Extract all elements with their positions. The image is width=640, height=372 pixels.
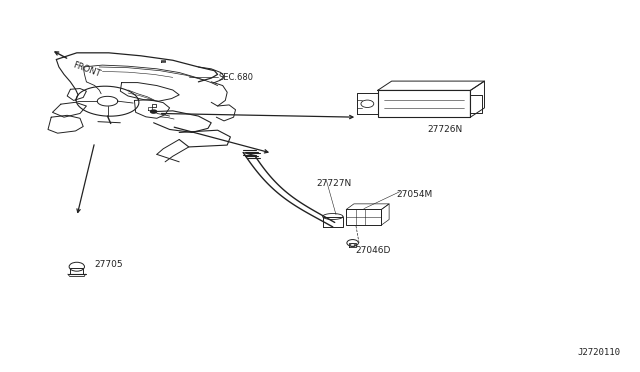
Text: J2720110: J2720110 [578,348,621,357]
Circle shape [150,109,157,114]
Text: 27727N: 27727N [317,179,352,187]
Text: 27054M: 27054M [397,190,433,199]
Text: 27046D: 27046D [355,246,390,254]
Text: 27705: 27705 [95,260,124,269]
Text: SEC.680: SEC.680 [219,73,254,81]
Text: 27726N: 27726N [427,125,463,134]
Text: FRONT: FRONT [72,61,102,79]
